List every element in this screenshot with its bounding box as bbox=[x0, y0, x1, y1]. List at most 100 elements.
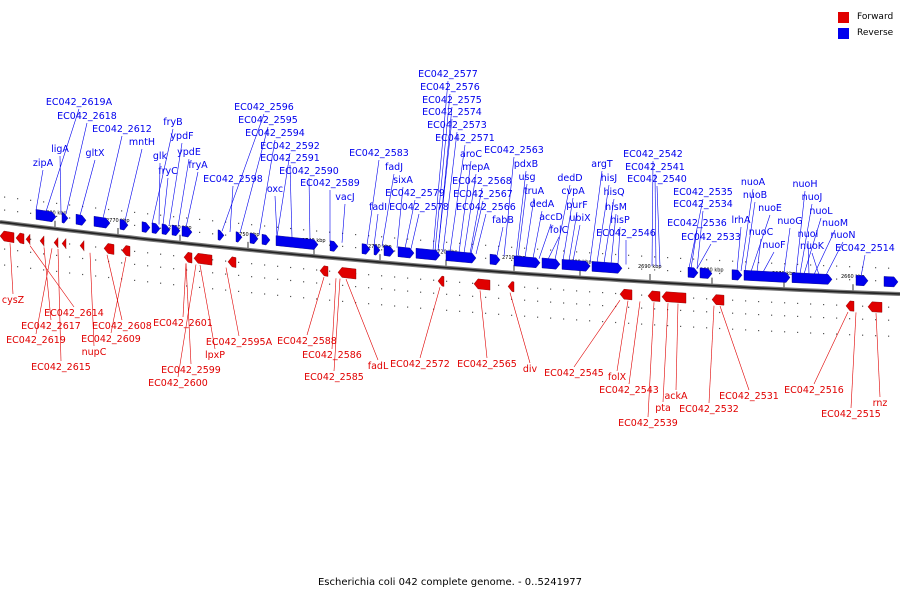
track-dot bbox=[303, 297, 305, 299]
track-dot bbox=[888, 335, 890, 337]
track-dot bbox=[4, 209, 6, 211]
reverse-gene-label: EC042_2575 bbox=[422, 95, 482, 106]
reverse-leader-line bbox=[442, 131, 458, 252]
forward-leader-line bbox=[57, 249, 62, 362]
track-dot bbox=[134, 279, 136, 281]
track-dot bbox=[381, 275, 383, 277]
reverse-leader-line bbox=[496, 226, 504, 256]
track-dot bbox=[810, 316, 812, 318]
reverse-gene-label: hisM bbox=[605, 202, 627, 213]
reverse-leader-line bbox=[547, 236, 560, 260]
track-dot bbox=[95, 275, 97, 277]
reverse-gene-arrow bbox=[383, 245, 395, 257]
track-dot bbox=[277, 226, 279, 228]
track-dot bbox=[56, 270, 58, 272]
track-dot bbox=[485, 244, 487, 246]
track-dot bbox=[784, 315, 786, 317]
track-dot bbox=[264, 225, 266, 227]
forward-gene-arrow bbox=[661, 291, 687, 304]
track-dot bbox=[160, 253, 162, 255]
track-dot bbox=[680, 257, 682, 259]
forward-gene-arrow bbox=[711, 294, 725, 306]
reverse-leader-line bbox=[783, 227, 791, 274]
track-dot bbox=[69, 272, 71, 274]
forward-gene-arrow bbox=[473, 278, 491, 291]
reverse-gene-label: gltX bbox=[86, 148, 105, 159]
reverse-gene-arrow bbox=[489, 253, 501, 266]
track-dot bbox=[199, 286, 201, 288]
reverse-gene-label: dedA bbox=[530, 199, 555, 210]
track-dot bbox=[667, 257, 669, 259]
reverse-gene-label: EC042_2514 bbox=[835, 243, 895, 254]
track-dot bbox=[17, 211, 19, 213]
track-dot bbox=[420, 239, 422, 241]
track-dot bbox=[602, 321, 604, 323]
track-dot bbox=[329, 283, 331, 285]
track-dot bbox=[836, 265, 838, 267]
track-dot bbox=[654, 269, 656, 271]
reverse-gene-label: EC042_2566 bbox=[456, 202, 516, 213]
reverse-gene-arrow bbox=[743, 270, 791, 283]
reverse-gene-label: EC042_2567 bbox=[453, 189, 513, 200]
track-dot bbox=[628, 306, 630, 308]
reverse-leader-line bbox=[762, 251, 775, 273]
forward-gene-label: EC042_2619 bbox=[6, 335, 66, 346]
forward-leader-line bbox=[719, 305, 750, 391]
forward-leader-line bbox=[333, 278, 341, 372]
track-dot bbox=[797, 315, 799, 317]
reverse-gene-label: pdxB bbox=[514, 159, 538, 170]
legend-reverse[interactable]: Reverse bbox=[838, 25, 893, 41]
reverse-gene-arrow bbox=[235, 231, 243, 243]
reverse-leader-line bbox=[366, 159, 380, 246]
reverse-gene-label: folC bbox=[550, 225, 569, 236]
track-dot bbox=[576, 303, 578, 305]
reverse-gene-label: hisQ bbox=[603, 187, 624, 198]
forward-gene-arrow bbox=[619, 288, 633, 301]
forward-leader-line bbox=[9, 243, 14, 295]
track-dot bbox=[446, 280, 448, 282]
track-dot bbox=[264, 277, 266, 279]
reverse-gene-arrow bbox=[119, 218, 129, 231]
reverse-leader-line bbox=[688, 198, 704, 269]
forward-gene-label: lpxP bbox=[205, 350, 225, 361]
track-dot bbox=[238, 261, 240, 263]
track-dot bbox=[17, 198, 19, 200]
forward-gene-label: EC042_2615 bbox=[31, 362, 91, 373]
track-dot bbox=[381, 304, 383, 306]
track-dot bbox=[277, 278, 279, 280]
track-dot bbox=[316, 298, 318, 300]
forward-gene-label: cysZ bbox=[2, 295, 25, 306]
track-dot bbox=[225, 260, 227, 262]
track-dot bbox=[706, 298, 708, 300]
track-dot bbox=[160, 227, 162, 229]
track-dot bbox=[342, 245, 344, 247]
reverse-gene-label: truA bbox=[524, 186, 545, 197]
track-dot bbox=[173, 216, 175, 218]
forward-leader-line bbox=[331, 278, 337, 350]
track-dot bbox=[511, 259, 513, 261]
track-dot bbox=[693, 258, 695, 260]
track-dot bbox=[836, 278, 838, 280]
track-dot bbox=[264, 293, 266, 295]
reverse-leader-line bbox=[258, 139, 276, 235]
reverse-gene-label: fadI bbox=[369, 202, 387, 213]
legend-forward[interactable]: Forward bbox=[838, 9, 893, 25]
forward-gene-label: pta bbox=[655, 403, 671, 414]
reverse-gene-label: nuoJ bbox=[802, 192, 823, 203]
reverse-gene-arrow bbox=[329, 240, 339, 252]
reverse-leader-line bbox=[807, 240, 810, 275]
track-dot bbox=[459, 294, 461, 296]
track-dot bbox=[251, 292, 253, 294]
reverse-leader-line bbox=[651, 160, 654, 267]
track-dot bbox=[186, 217, 188, 219]
track-dot bbox=[745, 313, 747, 315]
reverse-gene-label: ypdF bbox=[170, 131, 193, 142]
reverse-gene-arrow bbox=[445, 250, 477, 264]
reverse-leader-line bbox=[568, 211, 578, 261]
track-dot bbox=[329, 231, 331, 233]
track-dot bbox=[576, 319, 578, 321]
track-dot bbox=[160, 214, 162, 216]
track-dot bbox=[485, 312, 487, 314]
track-dot bbox=[888, 267, 890, 269]
track-dot bbox=[69, 256, 71, 258]
